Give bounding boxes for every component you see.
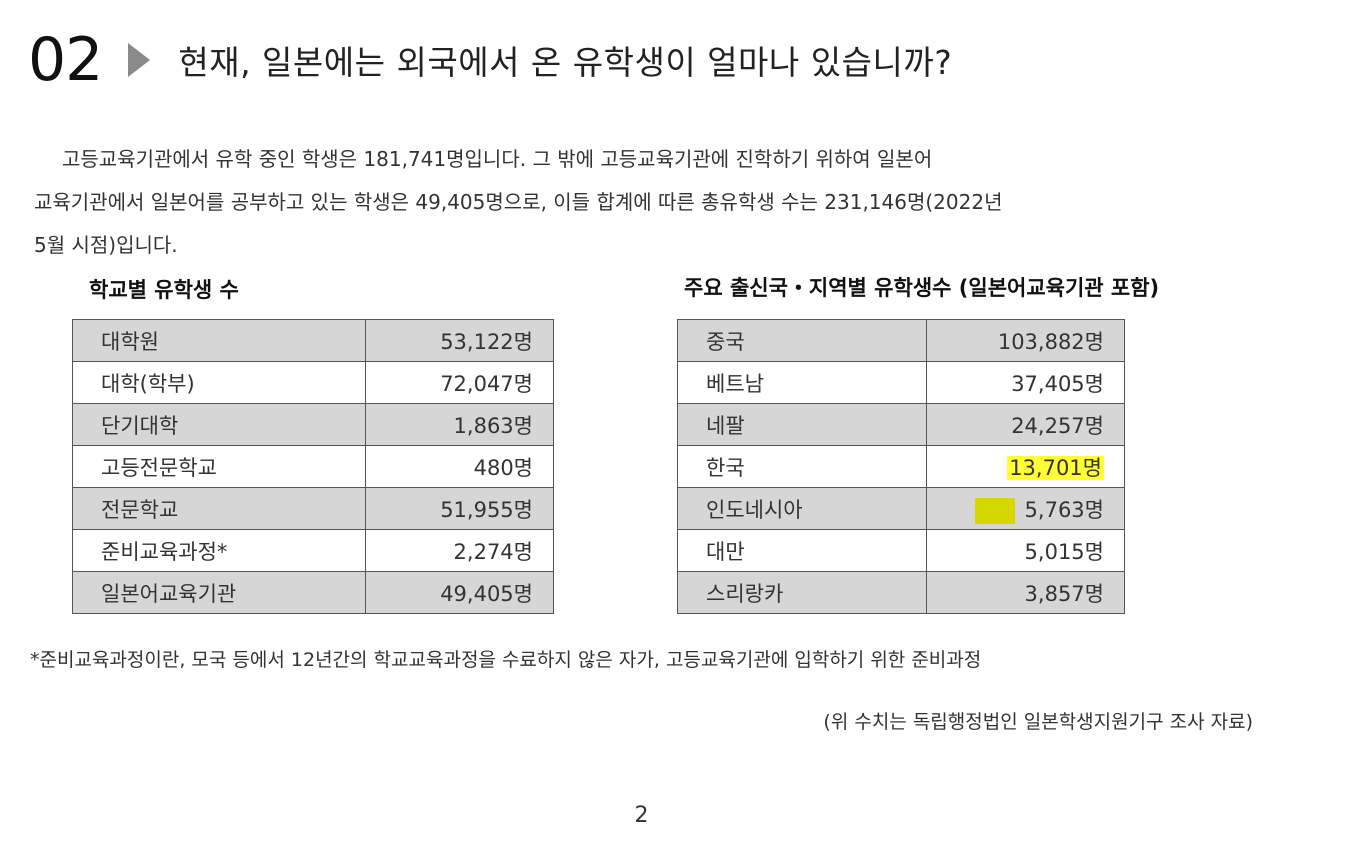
table-cell-value: 103,882명 (926, 319, 1125, 362)
table-row: 대학원 53,122명 (71, 319, 554, 362)
table-row: 네팔 24,257명 (676, 403, 1125, 446)
intro-paragraph: 고등교육기관에서 유학 중인 학생은 181,741명입니다. 그 밖에 고등교… (34, 138, 1329, 267)
table-cell-label: 고등전문학교 (71, 445, 367, 488)
paragraph-line-1: 고등교육기관에서 유학 중인 학생은 181,741명입니다. 그 밖에 고등교… (62, 147, 933, 171)
table-row: 준비교육과정* 2,274명 (71, 529, 554, 572)
footnote: *준비교육과정이란, 모국 등에서 12년간의 학교교육과정을 수료하지 않은 … (30, 649, 982, 671)
table-cell-value: 37,405명 (926, 361, 1125, 404)
table-cell-label: 대학원 (71, 319, 367, 362)
table-cell-value: 480명 (365, 445, 554, 488)
highlight-mark (974, 497, 1015, 524)
source-note: (위 수치는 독립행정법인 일본학생지원기구 조사 자료) (823, 711, 1253, 733)
section-header: 02 현재, 일본에는 외국에서 온 유학생이 얼마나 있습니까? (28, 30, 952, 90)
table-cell-value: 13,701명 (926, 445, 1125, 488)
table-cell-value: 2,274명 (365, 529, 554, 572)
table-cell-value: 53,122명 (365, 319, 554, 362)
table-cell-label: 대만 (676, 529, 928, 572)
table-cell-label: 네팔 (676, 403, 928, 446)
triangle-arrow-icon (128, 43, 151, 77)
table-cell-value: 72,047명 (365, 361, 554, 404)
table-cell-value: 5,763명 (926, 487, 1125, 530)
table-cell-label: 중국 (676, 319, 928, 362)
table-row: 한국 13,701명 (676, 445, 1125, 488)
section-title: 현재, 일본에는 외국에서 온 유학생이 얼마나 있습니까? (178, 43, 953, 82)
table-cell-label: 인도네시아 (676, 487, 928, 530)
table-cell-value: 5,015명 (926, 529, 1125, 572)
table-row: 단기대학 1,863명 (71, 403, 554, 446)
table-cell-label: 준비교육과정* (71, 529, 367, 572)
table-cell-label: 한국 (676, 445, 928, 488)
table-row: 중국 103,882명 (676, 319, 1125, 362)
value-text: 5,763명 (1024, 497, 1104, 522)
table-row: 스리랑카 3,857명 (676, 571, 1125, 614)
table-cell-value: 49,405명 (365, 571, 554, 614)
table-cell-label: 대학(학부) (71, 361, 367, 404)
paragraph-line-3: 5월 시점)입니다. (34, 233, 178, 257)
section-number: 02 (28, 25, 103, 95)
table-row: 인도네시아 5,763명 (676, 487, 1125, 530)
paragraph-line-2: 교육기관에서 일본어를 공부하고 있는 학생은 49,405명으로, 이들 합계… (34, 190, 1003, 214)
table-row: 대학(학부) 72,047명 (71, 361, 554, 404)
table-cell-value: 24,257명 (926, 403, 1125, 446)
table-row: 전문학교 51,955명 (71, 487, 554, 530)
table-cell-label: 스리랑카 (676, 571, 928, 614)
table-row: 베트남 37,405명 (676, 361, 1125, 404)
table-cell-value: 1,863명 (365, 403, 554, 446)
highlighted-value: 13,701명 (1007, 455, 1104, 480)
table-cell-label: 전문학교 (71, 487, 367, 530)
country-table: 중국 103,882명 베트남 37,405명 네팔 24,257명 한국 13… (676, 319, 1125, 614)
table-cell-label: 베트남 (676, 361, 928, 404)
school-table-heading: 학교별 유학생 수 (89, 278, 239, 302)
country-table-heading: 주요 출신국・지역별 유학생수 (일본어교육기관 포함) (684, 276, 1160, 300)
table-row: 일본어교육기관 49,405명 (71, 571, 554, 614)
table-row: 고등전문학교 480명 (71, 445, 554, 488)
table-cell-value: 3,857명 (926, 571, 1125, 614)
table-cell-label: 단기대학 (71, 403, 367, 446)
table-row: 대만 5,015명 (676, 529, 1125, 572)
school-table: 대학원 53,122명 대학(학부) 72,047명 단기대학 1,863명 고… (71, 319, 554, 614)
table-cell-label: 일본어교육기관 (71, 571, 367, 614)
page-number: 2 (634, 803, 649, 828)
table-cell-value: 51,955명 (365, 487, 554, 530)
